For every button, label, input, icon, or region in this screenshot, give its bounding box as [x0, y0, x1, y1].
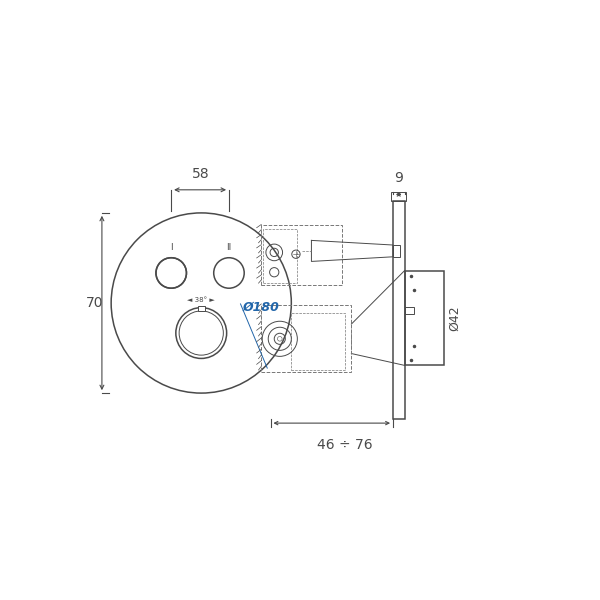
Bar	[262, 226, 342, 286]
Bar	[393, 245, 400, 257]
Bar	[404, 307, 414, 314]
Text: 46 ÷ 76: 46 ÷ 76	[317, 438, 372, 452]
Bar	[291, 313, 345, 370]
Bar	[262, 305, 352, 372]
Bar	[197, 307, 205, 311]
Text: 9: 9	[395, 171, 403, 185]
Bar	[393, 202, 404, 419]
Text: ◄ 38° ►: ◄ 38° ►	[187, 297, 215, 303]
Text: 70: 70	[86, 296, 104, 310]
Text: 58: 58	[193, 167, 210, 181]
Text: II: II	[226, 243, 232, 252]
Bar	[263, 229, 296, 283]
Text: Ø180: Ø180	[243, 301, 280, 314]
Text: I: I	[170, 243, 173, 252]
Bar	[391, 192, 406, 202]
Text: Ø42: Ø42	[448, 305, 461, 331]
Bar	[404, 271, 444, 365]
